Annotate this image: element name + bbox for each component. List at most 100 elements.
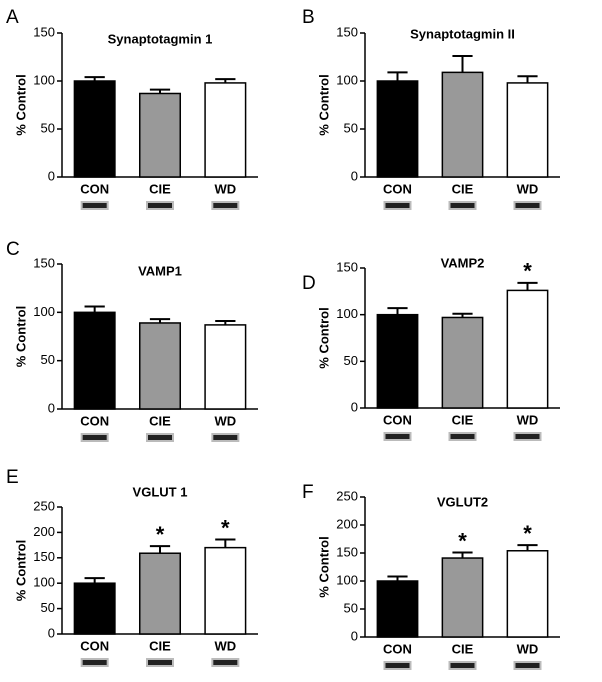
chart-title: VAMP1 — [138, 263, 182, 278]
y-axis-label: % Control — [13, 306, 28, 367]
y-axis-label: % Control — [13, 74, 28, 135]
y-tick-label: 50 — [41, 600, 55, 615]
significance-marker: * — [156, 522, 165, 547]
x-tick-label: CON — [80, 181, 109, 196]
y-tick-label: 100 — [33, 72, 55, 87]
x-tick-label: CON — [383, 181, 412, 196]
y-tick-label: 100 — [336, 72, 358, 87]
bar — [204, 82, 247, 178]
blot-band — [146, 433, 174, 442]
panel-label: B — [302, 7, 315, 28]
chart-title: VGLUT2 — [437, 494, 488, 509]
significance-marker: * — [523, 521, 532, 546]
x-tick-label: CIE — [452, 181, 474, 196]
blot-band — [448, 432, 477, 441]
significance-marker: * — [523, 259, 532, 284]
blot-band — [211, 658, 240, 667]
bar — [138, 322, 182, 410]
y-tick-label: 50 — [41, 352, 55, 367]
bar — [506, 82, 549, 178]
blot-band — [146, 201, 174, 210]
bar — [506, 289, 549, 409]
chart-title: Synaptotagmin II — [410, 26, 515, 41]
y-tick-label: 50 — [41, 120, 55, 135]
y-tick-label: 150 — [33, 255, 55, 270]
x-tick-label: WD — [214, 638, 236, 653]
bar — [138, 552, 182, 635]
y-tick-label: 100 — [336, 572, 358, 587]
bar — [441, 71, 484, 178]
y-tick-label: 150 — [336, 24, 358, 39]
blot-band — [513, 432, 542, 441]
blot-band — [146, 658, 174, 667]
panel-label: F — [302, 482, 314, 503]
y-tick-label: 100 — [33, 304, 55, 319]
bar — [73, 582, 116, 635]
bar — [441, 316, 484, 409]
panel-label: C — [6, 239, 20, 260]
significance-marker: * — [458, 528, 467, 553]
y-axis-label: % Control — [13, 540, 28, 601]
y-tick-label: 250 — [33, 498, 55, 513]
y-tick-label: 100 — [33, 575, 55, 590]
y-tick-label: 0 — [351, 168, 358, 183]
y-tick-label: 0 — [351, 399, 358, 414]
x-tick-label: WD — [214, 181, 236, 196]
y-tick-label: 150 — [336, 259, 358, 274]
chart-title: VGLUT 1 — [133, 484, 188, 499]
y-tick-label: 150 — [336, 544, 358, 559]
y-axis-label: % Control — [316, 536, 331, 597]
bar — [441, 557, 484, 638]
y-tick-label: 0 — [48, 625, 55, 640]
y-tick-label: 0 — [351, 628, 358, 643]
blot-band — [80, 201, 109, 210]
bar — [506, 550, 549, 638]
y-tick-label: 200 — [33, 524, 55, 539]
bar — [204, 324, 247, 410]
chart-title: VAMP2 — [441, 255, 485, 270]
blot-band — [383, 432, 412, 441]
x-tick-label: WD — [517, 181, 539, 196]
x-tick-label: CON — [80, 638, 109, 653]
panel-label: A — [6, 7, 19, 28]
y-tick-label: 0 — [48, 168, 55, 183]
y-tick-label: 50 — [344, 353, 358, 368]
bar — [376, 580, 419, 638]
y-axis-label: % Control — [316, 307, 331, 368]
blot-band — [513, 201, 542, 210]
blot-band — [80, 433, 109, 442]
bar — [376, 80, 419, 178]
x-tick-label: CIE — [149, 413, 171, 428]
blot-band — [448, 201, 477, 210]
blot-band — [513, 661, 542, 670]
blot-band — [383, 661, 412, 670]
x-tick-label: CIE — [149, 638, 171, 653]
x-tick-label: WD — [517, 641, 539, 656]
blot-band — [80, 658, 109, 667]
bar — [204, 546, 247, 635]
bar — [376, 313, 419, 409]
y-tick-label: 50 — [344, 120, 358, 135]
blot-band — [383, 201, 412, 210]
x-tick-label: WD — [214, 413, 236, 428]
x-tick-label: CON — [80, 413, 109, 428]
x-tick-label: CON — [383, 641, 412, 656]
y-tick-label: 250 — [336, 488, 358, 503]
x-tick-label: WD — [517, 412, 539, 427]
x-tick-label: CIE — [452, 412, 474, 427]
blot-band — [448, 661, 477, 670]
y-tick-label: 150 — [33, 549, 55, 564]
panel-label: D — [302, 273, 316, 294]
bar — [73, 80, 116, 178]
significance-marker: * — [221, 515, 230, 540]
x-tick-label: CON — [383, 412, 412, 427]
x-tick-label: CIE — [452, 641, 474, 656]
blot-band — [211, 201, 240, 210]
y-tick-label: 100 — [336, 306, 358, 321]
chart-title: Synaptotagmin 1 — [108, 31, 213, 46]
x-tick-label: CIE — [149, 181, 171, 196]
bar — [73, 311, 116, 410]
bar — [138, 92, 182, 178]
y-tick-label: 200 — [336, 516, 358, 531]
